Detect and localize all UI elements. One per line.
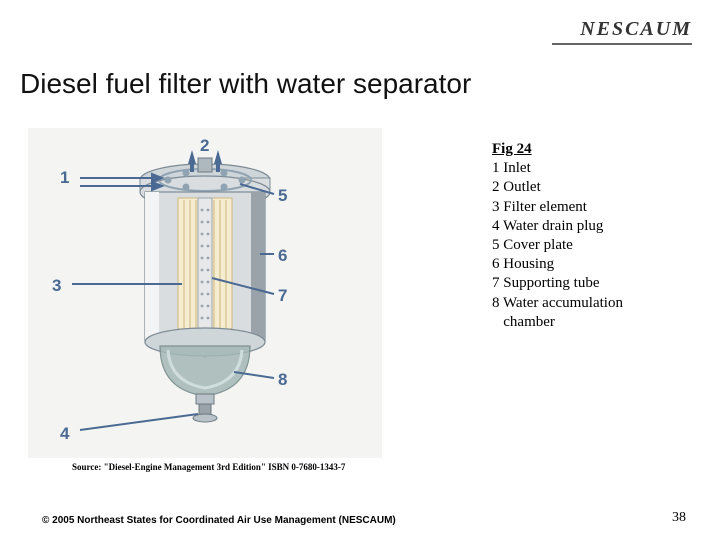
legend-item: 7 Supporting tube bbox=[492, 274, 623, 293]
filter-drawing bbox=[28, 128, 382, 458]
source-citation: Source: "Diesel-Engine Management 3rd Ed… bbox=[72, 462, 345, 472]
footer-copyright: © 2005 Northeast States for Coordinated … bbox=[42, 515, 396, 526]
page-number: 38 bbox=[672, 510, 686, 526]
legend-item: 1 Inlet bbox=[492, 159, 623, 178]
diagram: 1 2 3 4 5 6 7 8 bbox=[28, 128, 382, 458]
callout-1: 1 bbox=[60, 168, 69, 188]
slide-title: Diesel fuel filter with water separator bbox=[20, 68, 471, 100]
legend-item: chamber bbox=[492, 313, 623, 332]
callout-3: 3 bbox=[52, 276, 61, 296]
legend: Fig 24 1 Inlet 2 Outlet 3 Filter element… bbox=[492, 140, 623, 332]
callout-6: 6 bbox=[278, 246, 287, 266]
legend-item: 6 Housing bbox=[492, 255, 623, 274]
legend-item: 4 Water drain plug bbox=[492, 217, 623, 236]
legend-item: 3 Filter element bbox=[492, 198, 623, 217]
logo-underline bbox=[552, 43, 692, 45]
callout-8: 8 bbox=[278, 370, 287, 390]
callout-4: 4 bbox=[60, 424, 69, 444]
legend-item: 8 Water accumulation bbox=[492, 294, 623, 313]
legend-item: 5 Cover plate bbox=[492, 236, 623, 255]
callout-5: 5 bbox=[278, 186, 287, 206]
slide: NESCAUM Diesel fuel filter with water se… bbox=[0, 0, 720, 540]
callout-7: 7 bbox=[278, 286, 287, 306]
logo: NESCAUM bbox=[552, 18, 692, 45]
legend-item: 2 Outlet bbox=[492, 178, 623, 197]
callout-2: 2 bbox=[200, 136, 209, 156]
logo-text: NESCAUM bbox=[552, 18, 692, 41]
legend-fig-label: Fig 24 bbox=[492, 140, 623, 159]
